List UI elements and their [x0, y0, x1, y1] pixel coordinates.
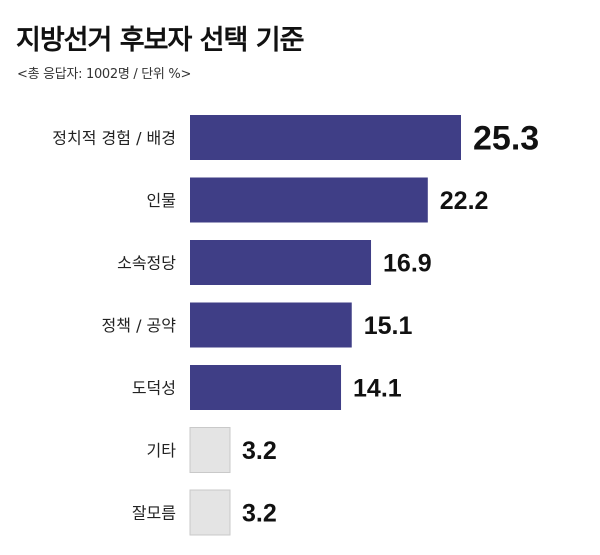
bar [190, 177, 428, 223]
value-label: 16.9 [383, 250, 432, 278]
value-label: 15.1 [364, 312, 413, 340]
category-label: 인물 [147, 191, 176, 210]
bar-row: 정치적 경험 / 배경 25.3 [52, 115, 539, 160]
category-label: 정책 / 공약 [102, 316, 177, 335]
bar [190, 365, 342, 410]
bar-row: 기타 3.2 [147, 427, 277, 473]
category-label: 정치적 경험 / 배경 [52, 129, 176, 148]
bar-row: 인물 22.2 [147, 177, 489, 223]
value-label: 14.1 [353, 375, 402, 403]
bar-row: 소속정당 16.9 [117, 240, 432, 285]
bar-row: 잘모름 3.2 [132, 489, 277, 536]
bar [189, 427, 231, 473]
category-label: 소속정당 [117, 254, 176, 273]
chart-subtitle: <총 응답자: 1002명 / 단위 %> [17, 67, 192, 82]
category-label: 기타 [147, 441, 177, 460]
chart-title: 지방선거 후보자 선택 기준 [16, 25, 304, 56]
bar [190, 115, 461, 160]
category-label: 도덕성 [132, 379, 176, 398]
bar [190, 302, 352, 348]
value-label: 3.2 [242, 437, 277, 465]
bar-row: 도덕성 14.1 [132, 365, 402, 410]
value-label: 25.3 [473, 120, 539, 158]
bar [189, 489, 231, 536]
value-label: 3.2 [242, 500, 277, 528]
value-label: 22.2 [440, 187, 489, 215]
bar [190, 240, 372, 285]
bar-row: 정책 / 공약 15.1 [102, 302, 413, 348]
category-label: 잘모름 [132, 504, 176, 523]
